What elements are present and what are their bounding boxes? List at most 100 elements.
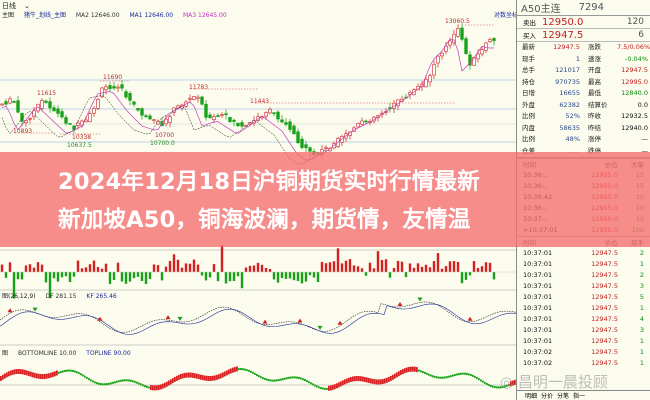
- kdj-name[interactable]: 图: [2, 350, 9, 357]
- oscillator-mark: [464, 372, 466, 375]
- candle-body: [456, 28, 460, 37]
- oscillator-mark: [156, 385, 158, 391]
- log-scale-toggle[interactable]: 对数坐标: [494, 12, 519, 19]
- quote-value: 12840.0: [621, 89, 648, 97]
- volume-bar: [488, 262, 492, 272]
- list-row[interactable]: 10:37:01 12947.5 1: [517, 259, 650, 270]
- oscillator-mark: [370, 378, 372, 384]
- tab-price[interactable]: 分价: [541, 393, 554, 400]
- candle-body: [32, 110, 36, 118]
- main-label[interactable]: 主图: [2, 12, 15, 19]
- kline-chart-area[interactable]: 日线 ⌄ 主图 猪牛_划线_主图 MA2 12646.00 MA1 12646.0…: [0, 0, 519, 400]
- quote-value: 121017: [555, 66, 580, 74]
- list-row[interactable]: 10:37:01 12947.5 5: [517, 292, 650, 303]
- oscillator-mark: [126, 379, 128, 382]
- oscillator-mark: [258, 375, 260, 378]
- candle-body: [28, 118, 32, 120]
- list-row[interactable]: 10:37:02 12947.5 1: [517, 347, 650, 358]
- oscillator-mark: [366, 377, 368, 383]
- oscillator-mark: [164, 382, 166, 388]
- time-cell: 10:37:01: [523, 293, 553, 301]
- oscillator-mark: [186, 372, 188, 378]
- volume-bar: [156, 265, 160, 272]
- oscillator-mark: [170, 379, 172, 385]
- oscillator-mark: [102, 383, 104, 386]
- volume-bar: [236, 272, 240, 277]
- quote-value: 12947.5: [621, 66, 648, 74]
- candle-body: [48, 101, 52, 109]
- oscillator-mark: [256, 374, 258, 377]
- candle-body: [464, 38, 468, 55]
- oscillator-mark: [348, 377, 350, 383]
- list-row[interactable]: 10:37:01 12947.5 3: [517, 281, 650, 292]
- list-row[interactable]: 10:37:01 12947.5 1: [517, 336, 650, 347]
- quote-value: 970735: [555, 77, 580, 86]
- oscillator-mark: [364, 376, 366, 382]
- dif-line: [0, 301, 516, 333]
- kline-chart[interactable]: [0, 0, 516, 400]
- quote-label: 比例: [522, 112, 535, 120]
- list-row[interactable]: 10:37:02 12947.5 1: [517, 358, 650, 369]
- volume-bar: [228, 272, 232, 282]
- list-row[interactable]: 10:37:01 12947.5 2: [517, 270, 650, 281]
- tab-detail[interactable]: 明细: [525, 393, 538, 400]
- candle-body: [476, 53, 480, 60]
- oscillator-mark: [318, 386, 320, 389]
- oscillator-mark: [400, 370, 402, 376]
- oscillator-mark: [168, 380, 170, 386]
- candle-body: [308, 147, 312, 152]
- volume-cell: 4: [639, 315, 644, 323]
- list-row[interactable]: 10:37:01 12947.5 2: [517, 248, 650, 259]
- oscillator-mark: [378, 379, 380, 385]
- oscillator-mark: [344, 379, 346, 385]
- volume-bar: [240, 272, 244, 289]
- volume-bar: [440, 268, 444, 272]
- tab-ticks[interactable]: 分笔: [557, 393, 570, 400]
- ma-line: [1, 95, 327, 165]
- list-row[interactable]: 10:37:01 12947.5 1: [517, 303, 650, 314]
- oscillator-mark: [392, 374, 394, 380]
- oscillator-mark: [262, 377, 264, 380]
- volume-bar: [108, 272, 112, 285]
- candle-body: [444, 45, 448, 52]
- dea-line: [0, 303, 516, 335]
- oscillator-mark: [512, 380, 514, 386]
- price-cell: 12947.5: [591, 249, 618, 257]
- oscillator-mark: [438, 376, 440, 379]
- quote-label: 总手: [522, 66, 535, 74]
- volume-bar: [124, 272, 128, 284]
- oscillator-mark: [354, 376, 356, 382]
- volume-bar: [104, 263, 108, 272]
- oscillator-mark: [396, 372, 398, 378]
- oscillator-mark: [200, 374, 202, 380]
- list-row[interactable]: 10:37:01 12947.5 4: [517, 314, 650, 325]
- macd-name[interactable]: 图(26,12,9): [2, 293, 36, 300]
- volume-bar: [352, 265, 356, 272]
- oscillator-mark: [36, 373, 38, 379]
- volume-bar: [148, 272, 152, 280]
- oscillator-mark: [488, 384, 490, 387]
- oscillator-mark: [104, 383, 106, 386]
- oscillator-mark: [404, 368, 406, 374]
- oscillator-mark: [182, 373, 184, 379]
- period-selector[interactable]: 日线 ⌄: [2, 2, 30, 10]
- price-cell: 12947.5: [591, 337, 618, 345]
- oscillator-mark: [338, 382, 340, 388]
- tab-index[interactable]: 指一: [573, 393, 586, 400]
- quote-value: 12940.0: [621, 123, 648, 132]
- ticks-list[interactable]: 10:37:01 12947.5 2 10:37:01 12947.5 1 10:37:01…: [517, 248, 650, 369]
- oscillator-mark: [96, 382, 98, 385]
- list-row[interactable]: 10:37:01 12947.5 3: [517, 325, 650, 336]
- oscillator-mark: [0, 376, 2, 381]
- candle-body: [188, 98, 192, 100]
- price-annotation: 11783: [189, 84, 209, 91]
- oscillator-mark: [382, 379, 384, 385]
- volume-bar: [188, 263, 192, 272]
- oscillator-mark: [304, 379, 306, 382]
- oscillator-mark: [478, 378, 480, 381]
- quote-label: 昨收: [588, 112, 601, 120]
- oscillator-mark: [302, 378, 304, 381]
- oscillator-mark: [214, 375, 216, 381]
- price-cell: 12947.5: [591, 260, 618, 268]
- candle-body: [116, 86, 120, 89]
